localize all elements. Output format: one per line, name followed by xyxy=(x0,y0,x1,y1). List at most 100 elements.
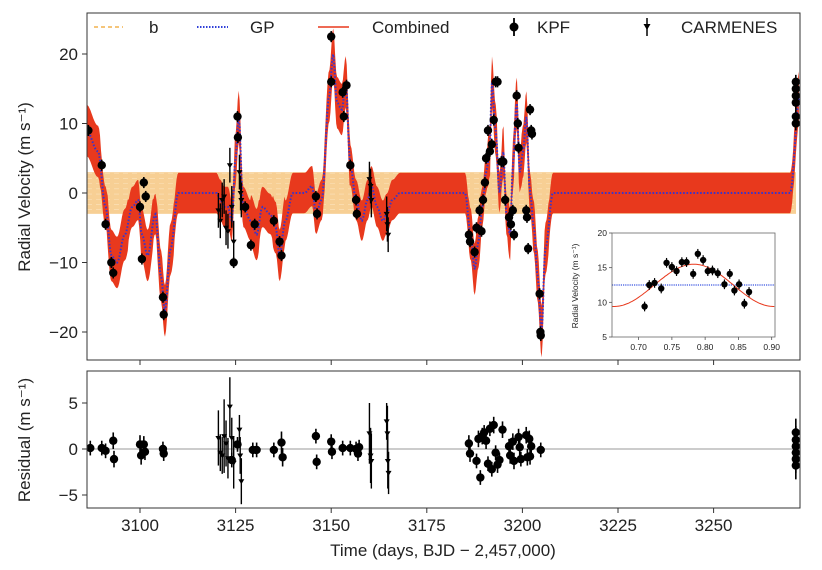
kpf-residual-point xyxy=(101,446,110,456)
kpf-point xyxy=(508,206,518,215)
carmenes-residual-point xyxy=(384,458,391,464)
kpf-residual-point xyxy=(354,442,364,452)
inset-point xyxy=(721,281,728,288)
kpf-point xyxy=(327,32,336,41)
inset-x-tick-label: 0.70 xyxy=(630,342,647,352)
kpf-point xyxy=(240,202,250,212)
kpf-point xyxy=(346,161,355,170)
kpf-point xyxy=(522,206,531,215)
kpf-point xyxy=(478,195,488,205)
legend-gp-label: GP xyxy=(250,18,275,37)
kpf-residual-point xyxy=(472,456,481,466)
carmenes-residual-point xyxy=(238,479,245,485)
inset-x-tick-label: 0.75 xyxy=(664,342,681,352)
legend-carmenes-label: CARMENES xyxy=(681,18,777,37)
kpf-residual-point xyxy=(525,452,535,461)
kpf-point xyxy=(500,195,510,205)
inset-point xyxy=(646,281,653,289)
kpf-point xyxy=(522,213,532,222)
kpf-point xyxy=(513,119,523,128)
kpf-point xyxy=(487,140,497,149)
kpf-residual-point xyxy=(312,457,321,467)
kpf-residual-point xyxy=(140,447,150,456)
kpf-point xyxy=(493,77,502,87)
kpf-point xyxy=(141,192,150,201)
kpf-point xyxy=(351,195,361,205)
legend: b GP Combined KPF CARMENES xyxy=(94,18,777,37)
kpf-residual-point xyxy=(278,453,287,462)
carmenes-point xyxy=(217,218,224,224)
inset-y-tick-label: 20 xyxy=(598,228,608,238)
kpf-residual-point xyxy=(464,439,474,448)
kpf-point xyxy=(135,202,145,212)
inset-point xyxy=(678,258,686,266)
kpf-residual-point xyxy=(87,443,95,453)
kpf-point xyxy=(250,220,259,229)
inset-y-tick-label: 10 xyxy=(598,297,608,307)
carmenes-point xyxy=(383,211,390,217)
inset-point xyxy=(689,270,697,278)
x-tick-label: 3150 xyxy=(312,516,350,535)
rv-top-panel: −20 −10 0 10 20 Radial Velocity (m s⁻¹) b GP… xyxy=(15,12,801,365)
kpf-point xyxy=(342,81,351,90)
kpf-point xyxy=(246,240,256,250)
kpf-residual-point xyxy=(252,445,261,455)
kpf-point xyxy=(158,293,168,302)
inset-y-tick-label: 15 xyxy=(598,263,608,273)
top-y-axis-label: Radial Velocity (m s⁻¹) xyxy=(15,102,34,272)
inset-y-ticks: 5 10 15 20 xyxy=(598,228,612,342)
kpf-point xyxy=(477,227,486,236)
kpf-point xyxy=(791,98,800,107)
residual-y-ticks: −5 0 5 xyxy=(59,394,87,505)
inset-x-tick-label: 0.90 xyxy=(763,342,780,352)
inset-x-ticks: 0.70 0.75 0.80 0.85 0.90 xyxy=(630,337,780,352)
y-tick-label: −10 xyxy=(49,254,78,273)
kpf-residual-point xyxy=(139,440,149,449)
residual-plot-area xyxy=(87,377,800,505)
top-plot-area xyxy=(87,28,800,358)
carmenes-residual-point xyxy=(237,453,244,459)
kpf-point xyxy=(352,209,362,219)
carmenes-point xyxy=(224,229,231,235)
kpf-point xyxy=(311,192,321,201)
kpf-point xyxy=(536,331,545,340)
kpf-residual-point xyxy=(526,442,536,451)
kpf-point xyxy=(512,91,521,100)
inset-y-tick-label: 5 xyxy=(602,332,607,342)
kpf-point xyxy=(514,143,523,153)
carmenes-residual-point xyxy=(230,460,237,466)
kpf-point xyxy=(791,119,800,128)
carmenes-residual-point xyxy=(236,427,243,433)
kpf-point xyxy=(275,237,284,246)
kpf-residual-point xyxy=(487,465,497,474)
carmenes-point xyxy=(368,197,375,203)
top-frame xyxy=(86,12,801,361)
kpf-point xyxy=(489,115,498,125)
top-x-ticks xyxy=(139,360,715,365)
kpf-residual-point xyxy=(311,431,321,441)
carmenes-point xyxy=(237,191,244,196)
residual-frame xyxy=(86,370,801,509)
kpf-residual-point xyxy=(514,432,523,442)
kpf-point xyxy=(233,112,242,121)
inset-point xyxy=(641,303,648,310)
kpf-point xyxy=(499,157,508,166)
carmenes-point xyxy=(221,194,228,200)
inset-planet-model xyxy=(612,263,775,307)
kpf-residual-point xyxy=(476,473,485,482)
kpf-point xyxy=(159,310,168,319)
carmenes-residual-point xyxy=(226,404,233,410)
kpf-residual-point xyxy=(516,454,526,464)
inset-point xyxy=(694,250,702,257)
kpf-point xyxy=(506,220,516,229)
kpf-point xyxy=(338,88,347,97)
kpf-point xyxy=(483,126,493,135)
inset-x-tick-label: 0.85 xyxy=(730,342,747,352)
kpf-point xyxy=(465,237,475,246)
carmenes-point xyxy=(367,184,374,190)
carmenes-residual-point xyxy=(368,458,375,464)
residual-panel: −5 0 5 3100 3125 3150 3175 3200 3225 3250 Residu… xyxy=(15,370,801,560)
y-tick-label: 0 xyxy=(69,440,78,459)
carmenes-point xyxy=(384,222,391,228)
